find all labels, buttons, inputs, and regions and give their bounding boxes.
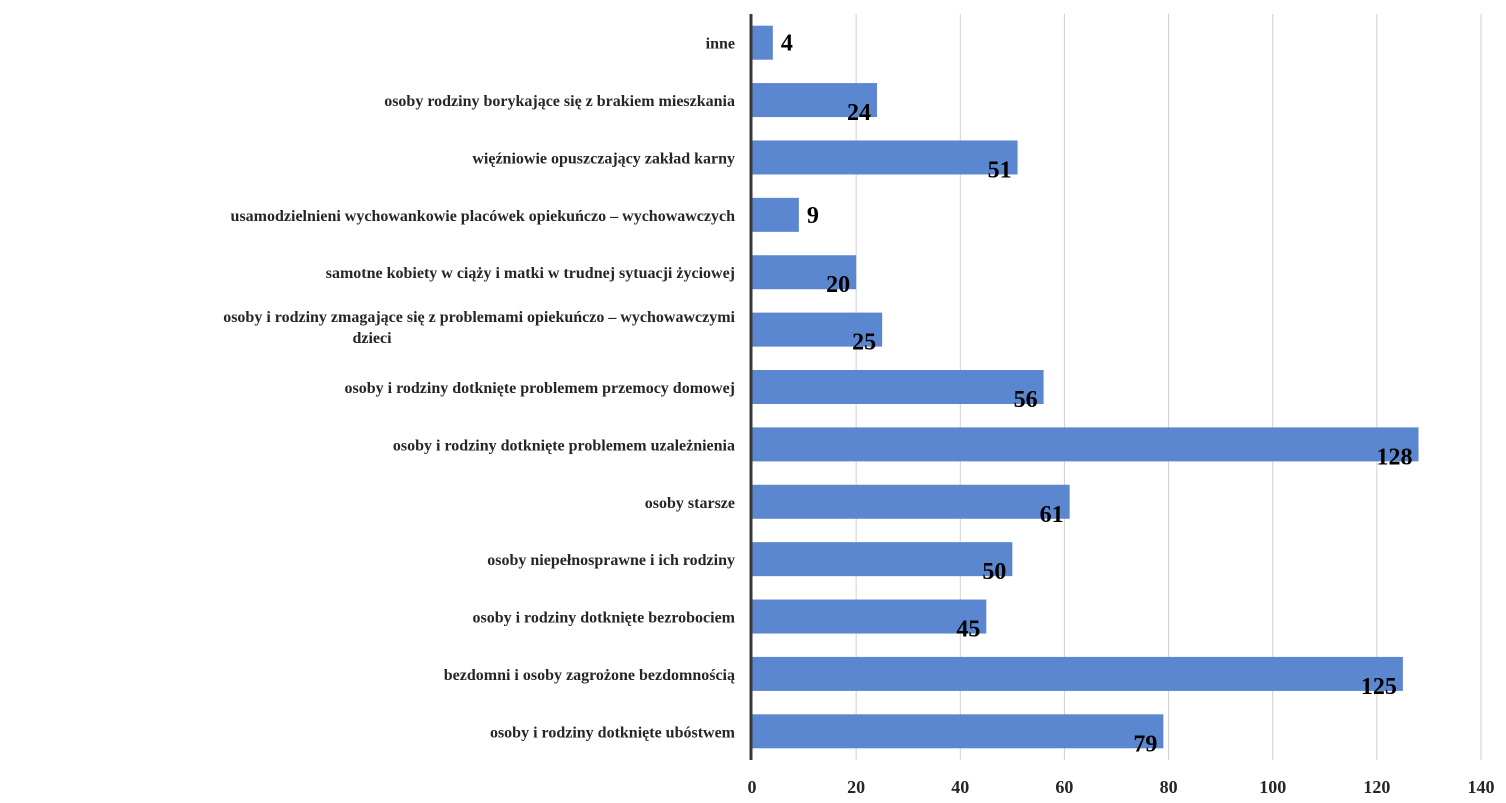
value-label: 79 xyxy=(1133,731,1157,757)
x-tick-labels: 0 20 40 60 80 100 120 140 xyxy=(748,777,1495,797)
x-tick-label: 100 xyxy=(1259,777,1286,797)
bar xyxy=(752,370,1044,404)
category-label: osoby rodziny borykające się z brakiem m… xyxy=(384,93,735,110)
category-label: osoby i rodziny dotknięte bezrobociem xyxy=(472,610,735,627)
x-tick-label: 0 xyxy=(748,777,757,797)
bar xyxy=(752,599,987,634)
x-tick-label: 80 xyxy=(1160,777,1178,797)
category-label: osoby i rodziny zmagające się z problema… xyxy=(223,309,735,326)
bar xyxy=(752,714,1164,749)
value-label: 128 xyxy=(1377,444,1413,470)
category-label: więźniowie opuszczający zakład karny xyxy=(472,150,735,167)
x-tick-label: 120 xyxy=(1363,777,1390,797)
category-label: usamodzielnieni wychowankowie placówek o… xyxy=(231,208,736,225)
x-tick-label: 40 xyxy=(951,777,969,797)
x-tick-label: 140 xyxy=(1468,777,1495,797)
value-label: 24 xyxy=(847,100,871,126)
bar xyxy=(752,197,799,232)
bar xyxy=(752,312,883,347)
category-label: inne xyxy=(706,36,735,53)
value-label: 61 xyxy=(1040,502,1064,528)
category-label: osoby starsze xyxy=(645,495,735,512)
bar xyxy=(752,25,773,60)
x-tick-label: 60 xyxy=(1055,777,1073,797)
value-label: 50 xyxy=(982,559,1006,585)
category-label: samotne kobiety w ciąży i matki w trudne… xyxy=(326,265,735,282)
x-tick-label: 20 xyxy=(847,777,865,797)
value-label: 20 xyxy=(826,272,850,298)
value-label: 45 xyxy=(956,617,980,643)
category-label: osoby i rodziny dotknięte ubóstwem xyxy=(490,724,736,741)
bars xyxy=(752,25,1419,749)
value-label: 125 xyxy=(1361,674,1397,700)
value-label: 25 xyxy=(852,330,876,356)
gridlines xyxy=(855,14,1482,760)
bar xyxy=(752,255,857,290)
value-label: 9 xyxy=(807,203,819,229)
value-label: 56 xyxy=(1014,387,1038,413)
category-label: osoby niepełnosprawne i ich rodziny xyxy=(487,552,735,569)
bar xyxy=(752,484,1070,519)
bar xyxy=(752,83,877,118)
category-labels: inne osoby rodziny borykające się z braki… xyxy=(223,36,735,742)
bar xyxy=(752,542,1013,577)
category-label: osoby i rodziny dotknięte problemem uzal… xyxy=(393,437,735,454)
bar xyxy=(752,656,1403,691)
category-label: osoby i rodziny dotknięte problemem prze… xyxy=(345,380,735,397)
category-label: bezdomni i osoby zagrożone bezdomnością xyxy=(444,667,735,684)
category-label: dzieci xyxy=(352,330,392,347)
value-labels: 4 24 51 9 20 25 56 128 61 50 45 125 79 xyxy=(781,31,1413,758)
bar xyxy=(752,140,1018,175)
bar xyxy=(752,427,1419,462)
value-label: 51 xyxy=(988,157,1012,183)
value-label: 4 xyxy=(781,31,793,57)
